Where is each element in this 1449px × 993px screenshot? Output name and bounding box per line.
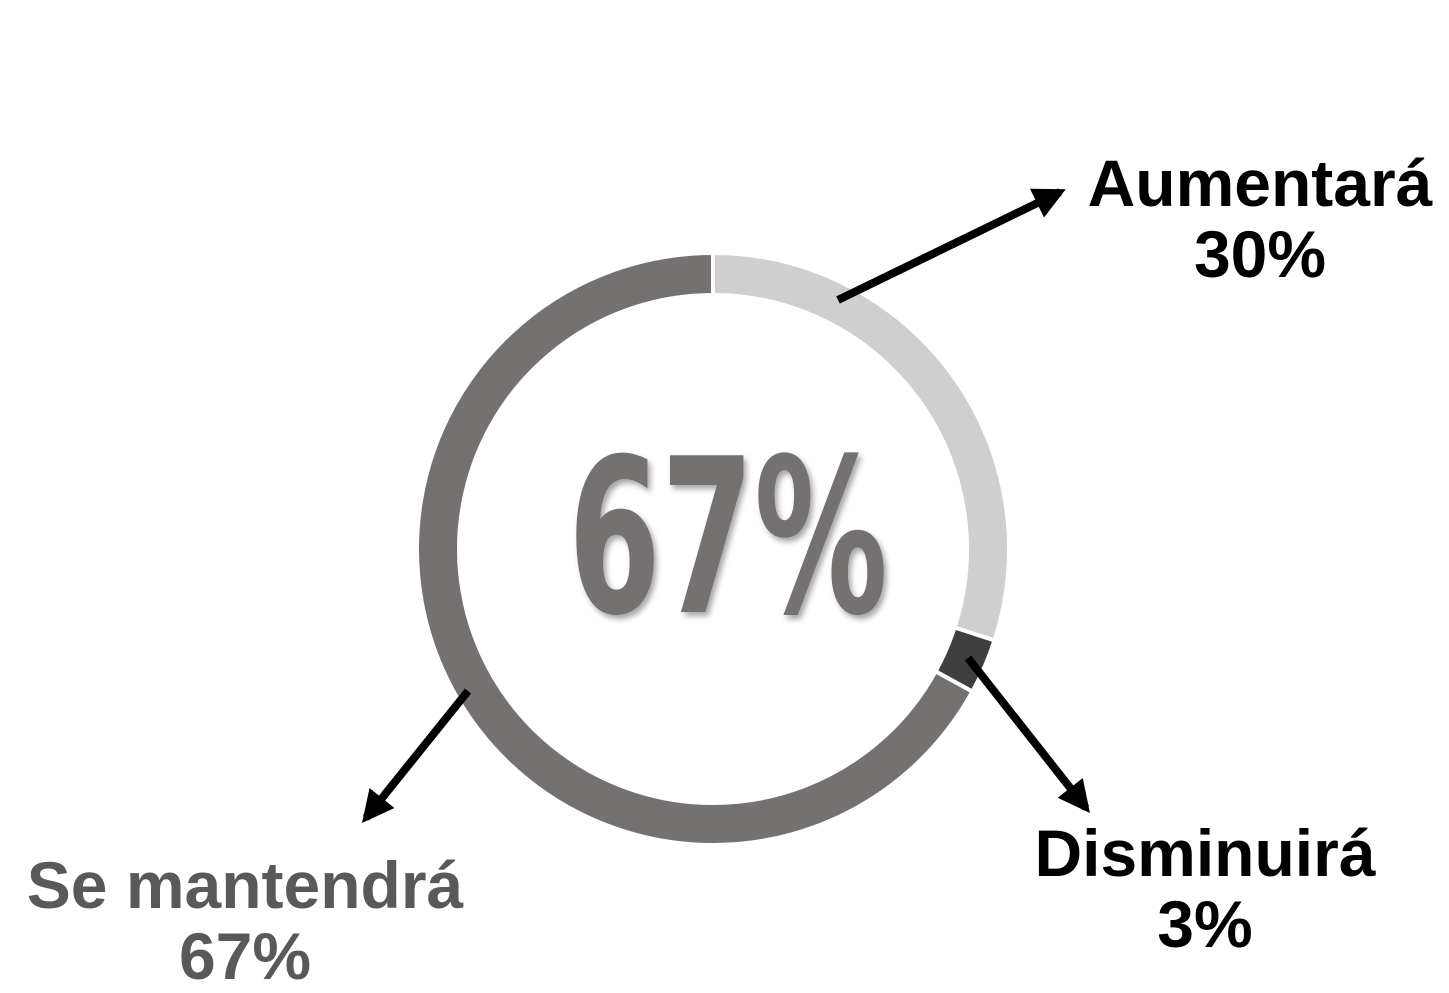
slice-name-mantendra: Se mantendrá	[26, 848, 464, 922]
donut-slices	[415, 250, 1011, 847]
slice-label-aumentara: Aumentará 30%	[1080, 146, 1440, 292]
slice-value-disminuira: 3%	[1157, 887, 1253, 962]
slice-label-disminuira: Disminuirá 3%	[1010, 816, 1400, 962]
center-value-label: 67%	[568, 412, 888, 663]
donut-slice-se-mantendr-	[415, 250, 976, 847]
slice-value-aumentara: 30%	[1193, 217, 1327, 292]
slice-name-disminuira: Disminuirá	[1034, 816, 1376, 890]
slice-name-aumentara: Aumentará	[1087, 146, 1433, 220]
arrow-aumentara	[836, 188, 1066, 304]
leader-arrows	[361, 188, 1090, 823]
arrow-disminuira	[964, 655, 1090, 814]
slice-value-mantendra: 67%	[178, 919, 312, 993]
arrow-mantendra	[361, 688, 472, 823]
slice-label-mantendra: Se mantendrá 67%	[0, 848, 490, 993]
